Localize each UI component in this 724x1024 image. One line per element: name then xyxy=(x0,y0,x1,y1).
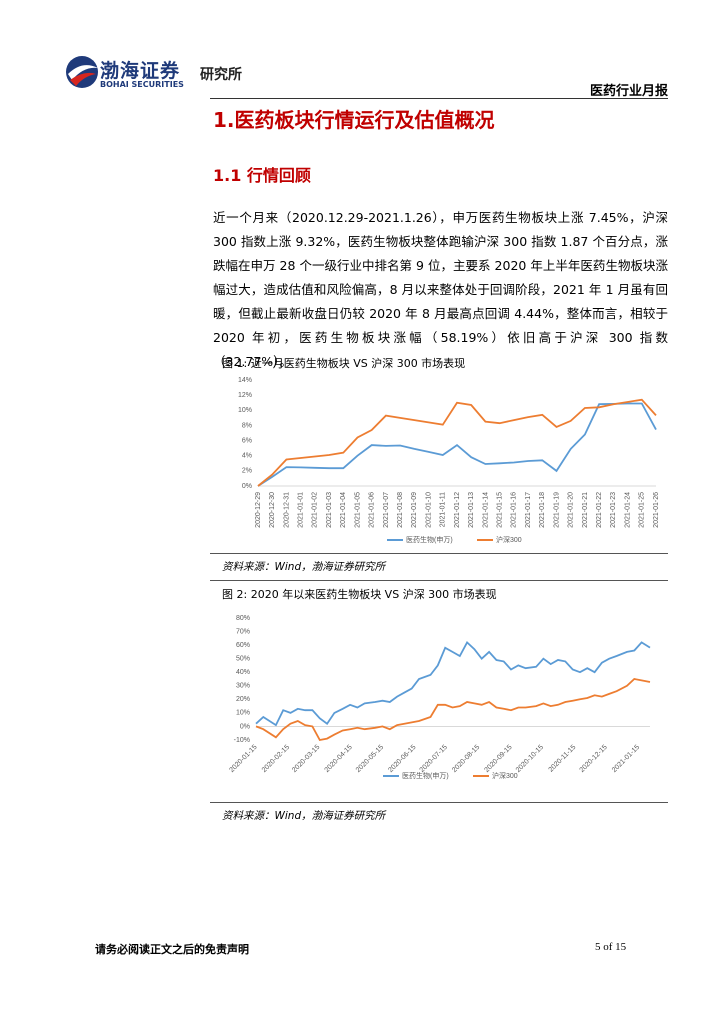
x-tick-label: 2020-08-15 xyxy=(451,744,481,774)
legend-label: 医药生物(申万) xyxy=(402,771,449,780)
x-tick-label: 2021-01-15 xyxy=(496,492,503,528)
subsection-title: 1.1 行情回顾 xyxy=(213,166,311,185)
y-tick-label: 60% xyxy=(236,642,250,649)
x-tick-label: 2020-09-15 xyxy=(483,744,513,774)
logo xyxy=(66,56,98,88)
x-tick-label: 2021-01-15 xyxy=(611,744,641,774)
y-tick-label: 80% xyxy=(236,615,250,622)
x-tick-label: 2020-12-30 xyxy=(269,492,276,528)
rule xyxy=(210,802,668,803)
y-tick-label: 12% xyxy=(238,392,252,399)
y-tick-label: 2% xyxy=(242,468,252,475)
x-tick-label: 2021-01-18 xyxy=(539,492,546,528)
series-line xyxy=(255,640,651,727)
x-tick-label: 2021-01-21 xyxy=(582,492,589,528)
x-tick-label: 2021-01-16 xyxy=(511,492,518,528)
institute: 研究所 xyxy=(200,67,242,83)
logo-swirl-red xyxy=(70,72,96,86)
x-tick-label: 2021-01-23 xyxy=(610,492,617,528)
paragraph: 近一个月来（2020.12.29-2021.1.26），申万医药生物板块上涨 7… xyxy=(213,210,668,369)
x-tick-label: 2020-04-15 xyxy=(324,744,354,774)
y-tick-label: -10% xyxy=(234,737,250,744)
series-line xyxy=(257,398,657,487)
footer-disclaimer: 请务必阅读正文之后的免责声明 xyxy=(95,943,249,956)
x-tick-label: 2020-05-15 xyxy=(355,744,385,774)
source-note: 资料来源：Wind，渤海证券研究所 xyxy=(222,810,386,822)
x-tick-label: 2021-01-19 xyxy=(553,492,560,528)
y-tick-label: 40% xyxy=(236,669,250,676)
chart: 2020-01-15 2020-02-15 2020-03-15 2020-04-15… xyxy=(228,615,651,780)
x-tick-label: 2021-01-02 xyxy=(312,492,319,528)
x-tick-label: 2021-01-25 xyxy=(639,492,646,528)
x-tick-label: 2021-01-13 xyxy=(468,492,475,528)
y-tick-label: 0% xyxy=(242,483,252,490)
brand-name: 渤海证券 xyxy=(100,60,181,82)
x-tick-label: 2021-01-07 xyxy=(383,492,390,528)
x-tick-label: 2021-01-24 xyxy=(624,492,631,528)
x-tick-label: 2021-01-17 xyxy=(525,492,532,528)
legend-label: 医药生物(申万) xyxy=(406,535,453,544)
x-tick-label: 2020-03-15 xyxy=(291,744,321,774)
x-tick-label: 2020-07-15 xyxy=(419,744,449,774)
figure-caption: 图 1: 近一月医药生物板块 VS 沪深 300 市场表现 xyxy=(222,357,466,370)
x-tick-label: 2021-01-11 xyxy=(440,492,447,527)
source-note: 资料来源：Wind，渤海证券研究所 xyxy=(222,561,386,573)
x-tick-label: 2021-01-04 xyxy=(340,492,347,528)
x-tick-label: 2020-06-15 xyxy=(387,744,417,774)
x-tick-label: 2021-01-22 xyxy=(596,492,603,528)
x-tick-label: 2020-12-29 xyxy=(255,492,262,528)
x-tick-label: 2021-01-03 xyxy=(326,492,333,528)
brand-name-en: BOHAI SECURITIES xyxy=(100,80,184,89)
header-rule xyxy=(210,98,668,99)
y-tick-label: 14% xyxy=(238,377,252,384)
chart: 2020-12-29 2020-12-30 2020-12-31 2021-01-01… xyxy=(238,377,660,544)
x-tick-label: 2020-02-15 xyxy=(261,744,291,774)
x-tick-label: 2021-01-14 xyxy=(482,492,489,528)
y-tick-label: 6% xyxy=(242,437,252,444)
y-tick-label: 0% xyxy=(240,723,250,730)
page-number: 5 of 15 xyxy=(595,941,627,953)
x-tick-label: 2021-01-08 xyxy=(397,492,404,528)
x-tick-label: 2021-01-09 xyxy=(411,492,418,528)
y-tick-label: 50% xyxy=(236,656,250,663)
x-tick-label: 2020-12-15 xyxy=(579,744,609,774)
y-tick-label: 10% xyxy=(238,407,252,414)
y-tick-label: 30% xyxy=(236,683,250,690)
y-tick-label: 8% xyxy=(242,422,252,429)
rule xyxy=(210,580,668,581)
x-tick-label: 2021-01-12 xyxy=(454,492,461,528)
y-tick-label: 70% xyxy=(236,628,250,635)
legend-label: 沪深300 xyxy=(496,535,522,544)
x-tick-label: 2020-11-15 xyxy=(548,744,578,774)
x-tick-label: 2021-01-26 xyxy=(653,492,660,528)
x-tick-label: 2021-01-10 xyxy=(425,492,432,528)
y-tick-label: 20% xyxy=(236,696,250,703)
x-tick-label: 2021-01-20 xyxy=(568,492,575,528)
section-title: 1.医药板块行情运行及估值概况 xyxy=(213,108,495,132)
figure-caption: 图 2: 2020 年以来医药生物板块 VS 沪深 300 市场表现 xyxy=(222,588,497,601)
x-tick-label: 2020-12-31 xyxy=(283,492,290,528)
legend-label: 沪深300 xyxy=(492,771,518,780)
x-tick-label: 2021-01-06 xyxy=(369,492,376,528)
series-line xyxy=(255,678,651,742)
x-tick-label: 2021-01-01 xyxy=(297,492,304,528)
x-tick-label: 2021-01-05 xyxy=(354,492,361,528)
logo-swirl xyxy=(68,65,98,80)
report-type: 医药行业月报 xyxy=(589,84,668,99)
y-tick-label: 10% xyxy=(236,710,250,717)
y-tick-label: 4% xyxy=(242,453,252,460)
x-tick-label: 2020-10-15 xyxy=(515,744,545,774)
rule xyxy=(210,553,668,554)
series-line xyxy=(257,402,657,487)
x-tick-label: 2020-01-15 xyxy=(228,744,258,774)
